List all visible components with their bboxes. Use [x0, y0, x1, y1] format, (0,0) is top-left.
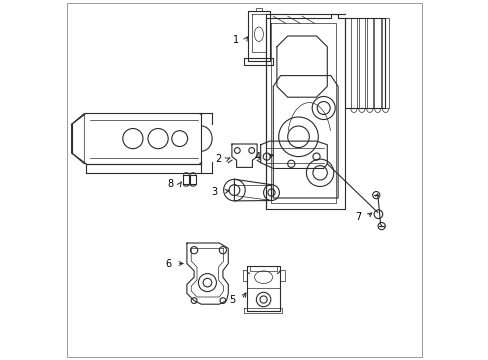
- Text: 2: 2: [215, 154, 221, 164]
- Text: 8: 8: [167, 179, 174, 189]
- Text: 1: 1: [233, 35, 239, 45]
- Text: 5: 5: [229, 294, 235, 305]
- Text: 4: 4: [254, 152, 261, 162]
- Text: 3: 3: [211, 186, 218, 197]
- Text: 6: 6: [164, 258, 171, 269]
- Text: 7: 7: [354, 212, 361, 222]
